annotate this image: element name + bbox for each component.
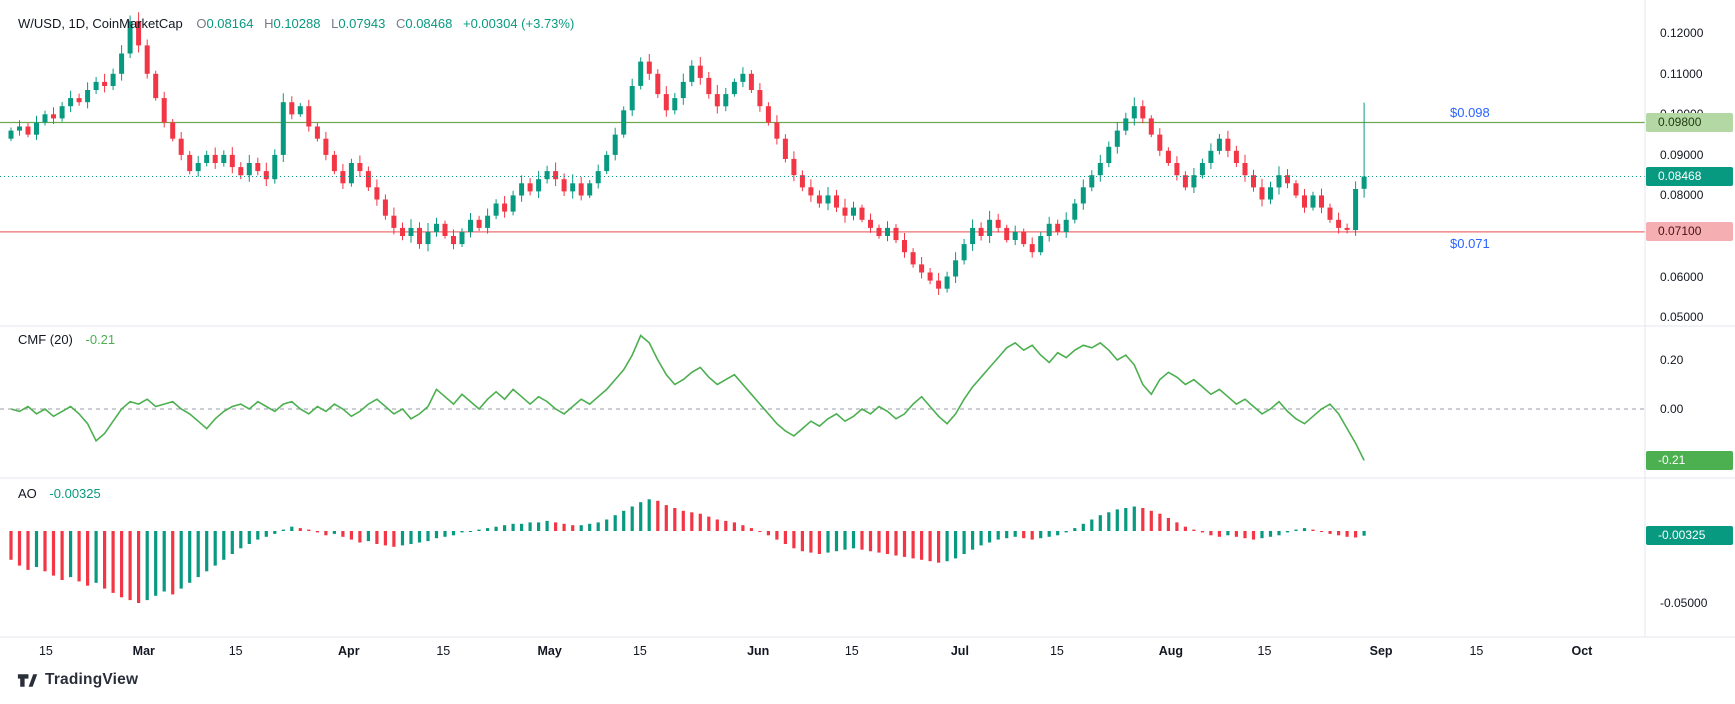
- time-axis-label: 15: [228, 644, 243, 658]
- ohlc-change: +0.00304 (+3.73%): [462, 16, 575, 31]
- ohlc-open: O0.08164: [196, 16, 254, 31]
- ao-axis-label: -0.05000: [1658, 595, 1710, 611]
- price-axis-label: 0.05000: [1658, 309, 1706, 326]
- level-tag-label[interactable]: $0.098: [1450, 104, 1490, 120]
- time-axis-label: Jun: [747, 644, 770, 658]
- level-badge-0.09800: 0.09800: [1646, 112, 1733, 132]
- ohlc-high: H0.10288: [264, 16, 321, 31]
- time-axis-label: 15: [632, 644, 647, 658]
- ohlc-close: C0.08468: [395, 16, 453, 31]
- time-axis[interactable]: 15 Mar 15 Apr 15 May 15 Jun 15 Jul 15 Aug 15 Sep 15 Oct: [0, 637, 1645, 667]
- price-axis[interactable]: 0.120000.110000.100000.090000.080000.060…: [1645, 0, 1735, 637]
- symbol-legend[interactable]: W/USD, 1D, CoinMarketCap O0.08164 H0.102…: [18, 16, 581, 31]
- time-axis-label: Aug: [1158, 644, 1184, 658]
- price-axis-label: 0.08000: [1658, 187, 1706, 204]
- ao-histogram: [9, 499, 1366, 603]
- price-axis-label: 0.12000: [1658, 25, 1706, 42]
- tradingview-icon: [17, 673, 38, 687]
- price-axis-label: 0.06000: [1658, 268, 1706, 285]
- time-axis-label: 15: [436, 644, 451, 658]
- ao-indicator-value: -0.00325: [49, 486, 101, 501]
- cmf-axis-label: 0.20: [1658, 352, 1686, 369]
- chart-canvas[interactable]: [0, 0, 1735, 668]
- price-level-lines: [0, 121, 1645, 233]
- cmf-value-badge: -0.21: [1646, 450, 1733, 470]
- cmf-indicator-title: CMF (20): [18, 332, 73, 347]
- ao-indicator-title: AO: [18, 486, 37, 501]
- ao-indicator-legend[interactable]: AO -0.00325: [18, 486, 101, 501]
- time-axis-label: May: [537, 644, 562, 658]
- time-axis-label: 15: [844, 644, 859, 658]
- price-axis-label: 0.09000: [1658, 146, 1706, 163]
- time-axis-label: Jul: [950, 644, 969, 658]
- price-axis-label: 0.11000: [1658, 65, 1705, 82]
- time-axis-label: 15: [1469, 644, 1484, 658]
- cmf-indicator-value: -0.21: [85, 332, 116, 347]
- tradingview-brand-text: TradingView: [45, 671, 139, 688]
- time-axis-label: Apr: [338, 644, 360, 658]
- symbol-title: W/USD, 1D, CoinMarketCap: [18, 16, 183, 31]
- time-axis-label: Sep: [1369, 644, 1393, 658]
- ohlc-low: L0.07943: [331, 16, 386, 31]
- time-axis-label: 15: [1049, 644, 1064, 658]
- cmf-axis-label: 0.00: [1658, 400, 1686, 417]
- time-axis-label: Mar: [132, 644, 155, 658]
- time-axis-label: Oct: [1571, 644, 1593, 658]
- level-badge-0.07100: 0.07100: [1646, 222, 1733, 242]
- time-axis-label: 15: [1257, 644, 1272, 658]
- time-axis-label: 15: [38, 644, 53, 658]
- tradingview-logo[interactable]: TradingView: [16, 671, 138, 689]
- level-tag-label[interactable]: $0.071: [1450, 235, 1490, 251]
- ao-value-badge: -0.00325: [1646, 526, 1733, 546]
- last-price-badge: 0.08468: [1646, 166, 1733, 186]
- cmf-indicator-legend[interactable]: CMF (20) -0.21: [18, 332, 115, 347]
- cmf-line: [10, 334, 1365, 461]
- candlestick-series: [8, 12, 1367, 295]
